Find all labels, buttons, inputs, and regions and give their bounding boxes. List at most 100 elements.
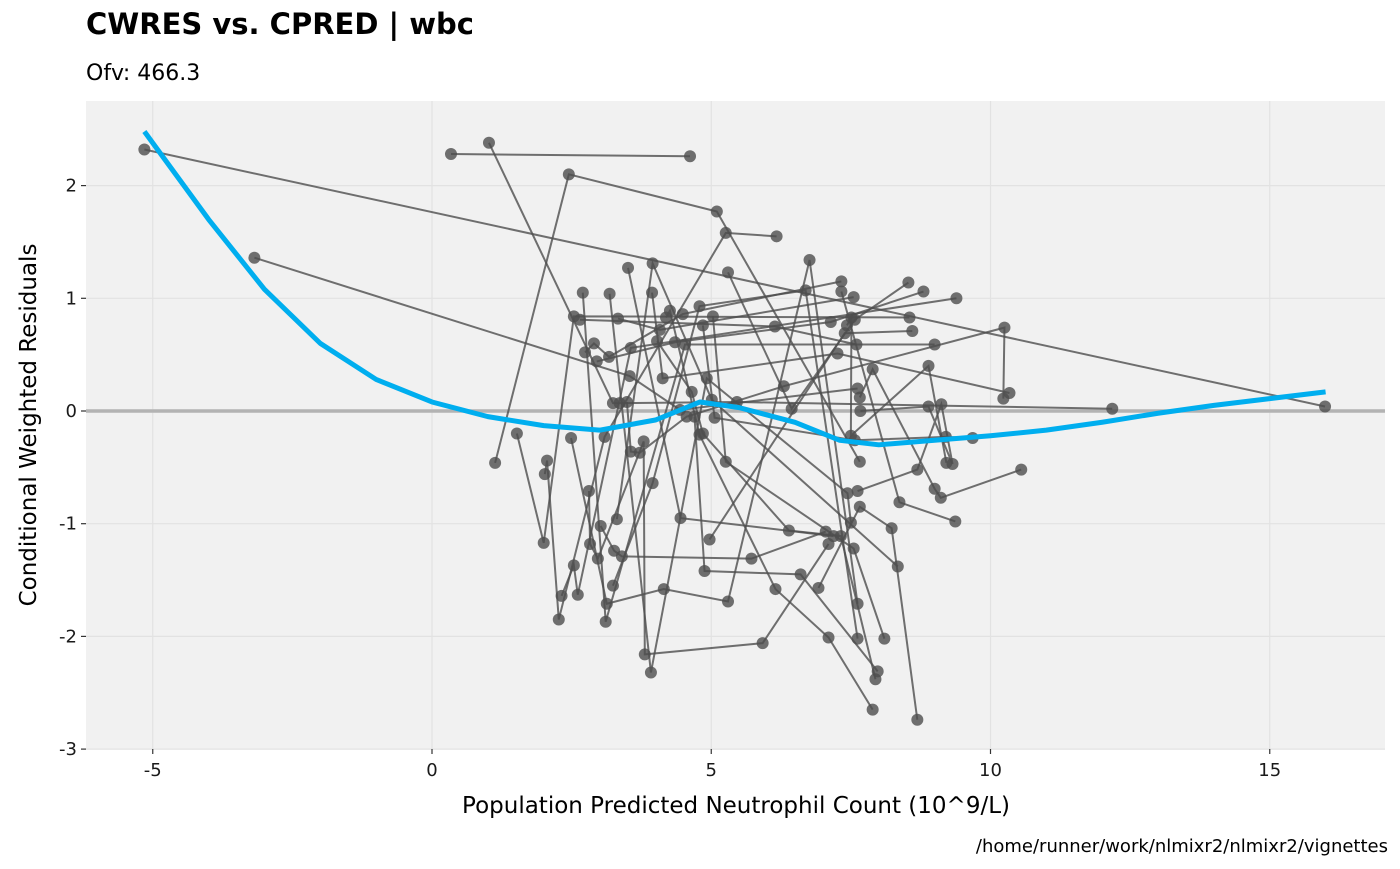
data-point [489, 456, 502, 469]
data-point [866, 363, 879, 376]
x-tick-label: 0 [426, 760, 437, 781]
individual-path [144, 148, 1326, 408]
data-point [582, 485, 595, 498]
data-point [138, 143, 151, 156]
data-point [785, 402, 798, 415]
data-point [777, 380, 790, 393]
y-tick-label: -2 [59, 626, 77, 647]
individual-path [570, 259, 859, 605]
data-point [834, 530, 847, 543]
data-point [854, 405, 867, 417]
chart-title: CWRES vs. CPRED | wbc [86, 7, 474, 41]
data-point [591, 552, 604, 565]
data-point [651, 335, 664, 348]
individual-path [656, 340, 877, 680]
data-point [853, 500, 866, 513]
data-point [706, 310, 719, 323]
data-point [624, 341, 637, 354]
data-point [794, 568, 807, 581]
data-point [928, 482, 941, 495]
data-point [622, 261, 635, 274]
data-point [1003, 386, 1016, 399]
data-point [248, 251, 261, 264]
individual-path [727, 271, 909, 411]
data-point [928, 338, 941, 351]
data-point [696, 319, 709, 332]
data-point [841, 487, 854, 500]
data-point [638, 648, 651, 661]
data-point [902, 276, 915, 289]
data-point [1015, 463, 1028, 476]
data-point [574, 313, 587, 326]
data-point [1319, 400, 1332, 413]
data-point [541, 454, 554, 467]
data-point [708, 411, 721, 424]
data-point [603, 287, 616, 300]
data-point [911, 463, 924, 476]
data-point [719, 226, 732, 239]
data-point [600, 597, 613, 610]
data-point [610, 513, 623, 526]
data-point [745, 552, 758, 565]
individual-path [615, 259, 899, 568]
data-point [679, 338, 692, 351]
data-point [590, 355, 603, 368]
data-point [676, 308, 689, 321]
data-point [606, 579, 619, 592]
data-point [934, 491, 947, 504]
data-point [552, 613, 565, 626]
data-point [620, 395, 633, 408]
data-point [710, 205, 723, 218]
data-point [688, 410, 701, 423]
data-point [567, 559, 580, 572]
data-point [700, 372, 713, 385]
data-point [844, 516, 857, 529]
data-point [851, 597, 864, 610]
data-point [719, 455, 732, 468]
data-point [756, 637, 769, 650]
data-point [637, 435, 650, 448]
data-point [871, 665, 884, 678]
data-point [878, 632, 891, 645]
data-point [946, 457, 959, 470]
data-point [644, 666, 657, 679]
data-point [935, 398, 948, 411]
data-point [847, 291, 860, 304]
data-point [866, 703, 879, 716]
data-point [646, 286, 659, 299]
data-point [623, 370, 636, 383]
data-point [693, 300, 706, 313]
data-point [633, 446, 646, 459]
data-point [571, 588, 584, 601]
data-point [803, 253, 816, 266]
x-tick-label: 10 [979, 760, 1002, 781]
data-point [668, 336, 681, 349]
individual-path [817, 505, 919, 720]
data-point [770, 230, 783, 243]
smooth-curve [142, 130, 1326, 448]
data-point [903, 311, 916, 324]
data-point [555, 589, 568, 602]
individual-path [581, 292, 935, 623]
data-point [768, 320, 781, 333]
data-point [847, 542, 860, 555]
data-point [906, 324, 919, 337]
data-point [835, 285, 848, 298]
data-point [824, 315, 837, 328]
data-point [853, 391, 866, 404]
data-point [782, 524, 795, 537]
data-point [850, 338, 863, 351]
data-point [853, 455, 866, 468]
data-point [599, 615, 612, 628]
loess-smooth [142, 130, 1326, 448]
data-point [684, 150, 697, 163]
data-point [851, 632, 864, 645]
data-point [510, 427, 523, 440]
y-tick-label: -1 [59, 514, 77, 535]
x-axis-ticks: -5 0 5 10 15 [144, 749, 1281, 781]
y-tick-label: -3 [59, 739, 77, 760]
data-point [769, 583, 782, 596]
data-point [1106, 402, 1119, 415]
plot-panel [86, 101, 1385, 749]
